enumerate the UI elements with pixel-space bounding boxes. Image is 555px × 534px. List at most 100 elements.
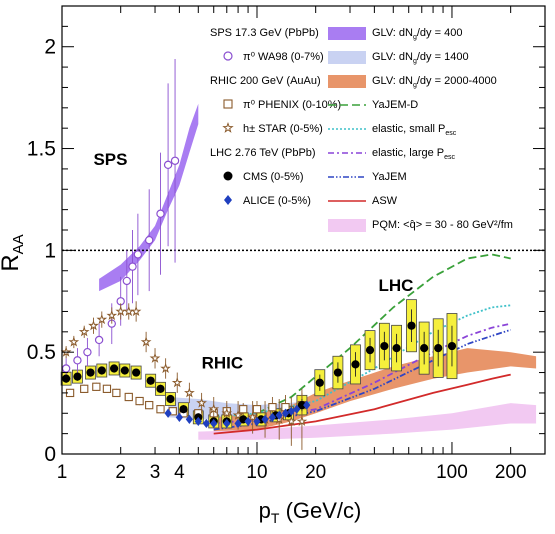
legend-label-sub: esc [445, 130, 456, 137]
legend-swatch [328, 27, 366, 40]
axis-ticks [61, 5, 546, 455]
y-tick-label: 0 [44, 443, 56, 466]
legend-entry-label: CMS (0-5%) [243, 171, 304, 183]
legend-marker [223, 51, 233, 61]
annotation-rhic: RHIC [202, 353, 244, 372]
wa98-point [128, 262, 137, 271]
star-point [196, 397, 207, 408]
legend-label-text: elastic, large P [372, 147, 444, 159]
legend-entry-label: elastic, large Pesc [372, 147, 456, 161]
cms-point [120, 366, 129, 375]
x-axis-label-sub: T [271, 510, 280, 526]
phenix-point [135, 396, 144, 406]
phenix-point [124, 392, 133, 402]
star-point [171, 377, 183, 388]
cms-point [434, 344, 443, 353]
legend-entry-label: ALICE (0-5%) [243, 195, 311, 207]
star-point [123, 305, 135, 317]
x-tick-label: 3 [150, 462, 161, 483]
wa98-point [122, 276, 132, 286]
curve-yajem-d [256, 253, 511, 415]
legend-label-after: ²/fm [494, 219, 513, 231]
legend-label-text: YaJEM [372, 171, 407, 183]
x-axis-label-main: p [259, 498, 271, 523]
alice-point [293, 404, 301, 414]
alice-point [253, 416, 261, 427]
cms-point [351, 360, 360, 369]
star-point [130, 305, 142, 317]
curve-elastic-large-pesc [213, 322, 511, 425]
legend-entry-label: PQM: <q̂> = 30 - 80 GeV²/fm [372, 219, 513, 231]
cms-point [156, 384, 165, 393]
legend-label-text: GLV: dN [372, 51, 413, 63]
annotations: SPS RHIC LHC [93, 150, 413, 373]
star-point [247, 411, 258, 422]
y-axis-label-sub: AA [10, 234, 27, 254]
wa98-point [163, 160, 173, 170]
wa98-point [170, 156, 180, 165]
curve-elastic-small-pesc [213, 304, 511, 419]
y-tick-label: 1.5 [27, 138, 56, 161]
alice-point [175, 412, 183, 422]
tick-labels: 1 2 3 4 10 20 100 200 0 0.5 1 1.5 2 [27, 36, 527, 483]
legend-entry-label: ASW [372, 195, 398, 207]
star-point [149, 352, 161, 363]
y-axis-label-main: R [0, 254, 24, 271]
legend-label-after: /dy = 400 [417, 27, 463, 39]
star-point [68, 336, 80, 347]
legend-entry-label: GLV: dNg/dy = 2000-4000 [372, 75, 497, 89]
x-tick-label: 4 [174, 462, 185, 483]
legend-label-sub: esc [444, 154, 455, 161]
legend-entry-label: YaJEM [372, 171, 407, 183]
star-point [232, 409, 244, 420]
x-tick-label: 20 [305, 462, 326, 483]
legend-marker [222, 122, 234, 133]
cms-point [365, 346, 375, 355]
cms-point [420, 344, 429, 353]
legend-label-after: /dy = 2000-4000 [417, 75, 497, 87]
curve-asw [213, 373, 511, 435]
legend-entry-label: GLV: dNg/dy = 1400 [372, 51, 469, 65]
legend-label-sub: g [413, 82, 417, 89]
wa98-point [73, 356, 82, 365]
cms-point [333, 368, 342, 377]
legend-label-after: /dy = 1400 [417, 51, 469, 63]
phenix-point [252, 405, 262, 414]
wa98-point [156, 209, 165, 218]
legend-entry-label: elastic, small Pesc [372, 123, 457, 137]
x-axis-label: pT (GeV/c) [259, 498, 362, 526]
star-point [88, 320, 99, 331]
star-point [115, 305, 127, 317]
phenix-point [80, 384, 89, 393]
cms-point [315, 378, 324, 387]
wa98-point [94, 335, 104, 345]
phenix-point [112, 388, 121, 398]
star-point [160, 362, 171, 374]
alice-point [261, 414, 269, 424]
legend-label-text: GLV: dN [372, 27, 413, 39]
cms-point [62, 374, 71, 383]
y-tick-label: 0.5 [27, 341, 56, 364]
cms-point [407, 321, 416, 330]
star-point [78, 326, 90, 337]
alice-point [210, 418, 218, 429]
star-point [221, 407, 233, 418]
legend-entry-label: π⁰ WA98 (0-7%) [243, 51, 324, 63]
cms-point [297, 401, 307, 410]
wa98-point [144, 235, 154, 245]
cms-point [109, 364, 119, 373]
legend-entry-label: h± STAR (0-5%) [243, 123, 323, 135]
wa98-point [61, 364, 71, 373]
legend-label-sub: g [413, 34, 417, 41]
x-tick-label: 10 [246, 462, 267, 483]
y-tick-label: 2 [44, 36, 56, 59]
data-points [60, 58, 457, 450]
alice-point [287, 406, 295, 416]
alice-point [194, 416, 202, 427]
legend-swatch [328, 219, 366, 232]
legend-left: SPS 17.3 GeV (PbPb) π⁰ WA98 (0-7%) RHIC 20… [210, 27, 341, 207]
cms-point [132, 368, 141, 377]
annotation-sps: SPS [93, 150, 127, 169]
